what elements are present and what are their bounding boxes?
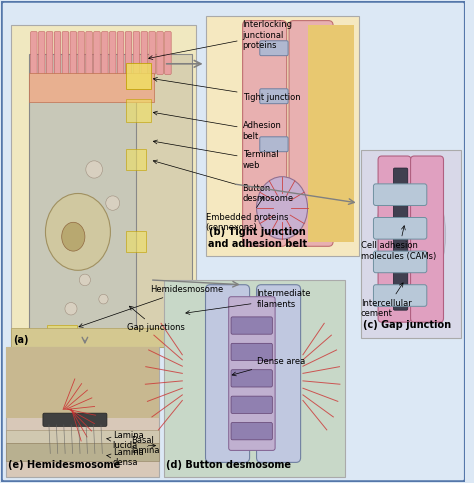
FancyBboxPatch shape (38, 32, 45, 74)
Text: (a): (a) (13, 335, 28, 345)
FancyBboxPatch shape (70, 32, 76, 74)
FancyBboxPatch shape (126, 231, 146, 252)
FancyBboxPatch shape (126, 99, 151, 122)
FancyBboxPatch shape (86, 32, 92, 74)
Text: (e) Hemidesmosome: (e) Hemidesmosome (9, 460, 120, 469)
FancyBboxPatch shape (78, 32, 84, 74)
FancyBboxPatch shape (256, 284, 301, 462)
Text: Tight junction: Tight junction (154, 77, 300, 102)
FancyBboxPatch shape (206, 16, 359, 256)
FancyBboxPatch shape (136, 54, 191, 342)
FancyBboxPatch shape (1, 1, 465, 482)
Text: Terminal
web: Terminal web (154, 140, 278, 170)
FancyBboxPatch shape (260, 137, 288, 152)
FancyBboxPatch shape (6, 347, 159, 477)
FancyBboxPatch shape (55, 32, 61, 74)
Text: Cell adhesion
molecules (CAMs): Cell adhesion molecules (CAMs) (361, 226, 436, 261)
Ellipse shape (46, 194, 110, 270)
Text: (b) Tight junction
and adhesion belt: (b) Tight junction and adhesion belt (208, 227, 307, 249)
FancyBboxPatch shape (410, 156, 444, 322)
Text: Embedded proteins
(connexons): Embedded proteins (connexons) (206, 197, 288, 232)
Ellipse shape (79, 274, 91, 285)
Ellipse shape (376, 174, 446, 296)
FancyBboxPatch shape (6, 347, 159, 418)
FancyBboxPatch shape (374, 251, 427, 273)
FancyBboxPatch shape (126, 149, 146, 170)
Ellipse shape (99, 294, 108, 304)
FancyBboxPatch shape (231, 369, 273, 387)
FancyBboxPatch shape (125, 32, 132, 74)
FancyBboxPatch shape (378, 156, 411, 322)
FancyBboxPatch shape (260, 41, 288, 56)
Bar (29, 73, 155, 102)
FancyBboxPatch shape (141, 32, 147, 74)
FancyBboxPatch shape (206, 284, 250, 462)
Bar (6, 443, 159, 461)
Ellipse shape (65, 302, 77, 315)
Text: Button
desmosome: Button desmosome (153, 160, 294, 203)
Ellipse shape (62, 222, 85, 251)
Text: Basal
lamina: Basal lamina (131, 436, 160, 455)
Bar (11, 328, 196, 347)
Ellipse shape (106, 196, 120, 210)
FancyBboxPatch shape (149, 32, 155, 74)
FancyBboxPatch shape (43, 413, 107, 426)
FancyBboxPatch shape (164, 32, 171, 74)
FancyBboxPatch shape (133, 32, 140, 74)
FancyBboxPatch shape (46, 32, 53, 74)
FancyBboxPatch shape (243, 21, 287, 246)
FancyBboxPatch shape (229, 297, 275, 450)
FancyBboxPatch shape (289, 21, 333, 246)
Text: Hemidesmosome: Hemidesmosome (79, 285, 223, 327)
FancyBboxPatch shape (374, 217, 427, 239)
FancyBboxPatch shape (11, 26, 196, 347)
Text: (c) Gap junction: (c) Gap junction (363, 320, 451, 330)
FancyBboxPatch shape (31, 32, 37, 74)
Text: Adhesion
belt: Adhesion belt (154, 111, 282, 141)
FancyBboxPatch shape (260, 89, 288, 104)
FancyBboxPatch shape (126, 63, 151, 89)
Text: Intermediate
filaments: Intermediate filaments (186, 289, 311, 314)
FancyBboxPatch shape (231, 423, 273, 440)
FancyBboxPatch shape (109, 32, 116, 74)
FancyBboxPatch shape (231, 396, 273, 413)
Bar (6, 430, 159, 443)
Ellipse shape (256, 177, 308, 239)
FancyBboxPatch shape (62, 32, 69, 74)
Text: Dense area: Dense area (232, 357, 305, 376)
Text: Lamina
densa: Lamina densa (107, 448, 144, 467)
Text: Intercellular
cement: Intercellular cement (361, 283, 412, 318)
FancyBboxPatch shape (393, 168, 408, 310)
FancyBboxPatch shape (374, 184, 427, 205)
Text: (d) Button desmosome: (d) Button desmosome (166, 460, 291, 469)
FancyBboxPatch shape (361, 150, 461, 338)
FancyBboxPatch shape (118, 32, 124, 74)
FancyBboxPatch shape (308, 26, 354, 242)
Text: Lamina
lucida: Lamina lucida (107, 431, 144, 451)
FancyBboxPatch shape (101, 32, 108, 74)
FancyBboxPatch shape (231, 343, 273, 361)
FancyBboxPatch shape (94, 32, 100, 74)
Ellipse shape (86, 161, 102, 178)
Text: Interlocking
junctional
proteins: Interlocking junctional proteins (149, 20, 292, 59)
FancyBboxPatch shape (231, 317, 273, 334)
FancyBboxPatch shape (47, 325, 76, 339)
FancyBboxPatch shape (157, 32, 164, 74)
FancyBboxPatch shape (164, 280, 345, 477)
FancyBboxPatch shape (374, 284, 427, 306)
Text: Gap junctions: Gap junctions (127, 306, 184, 332)
FancyBboxPatch shape (29, 54, 159, 342)
